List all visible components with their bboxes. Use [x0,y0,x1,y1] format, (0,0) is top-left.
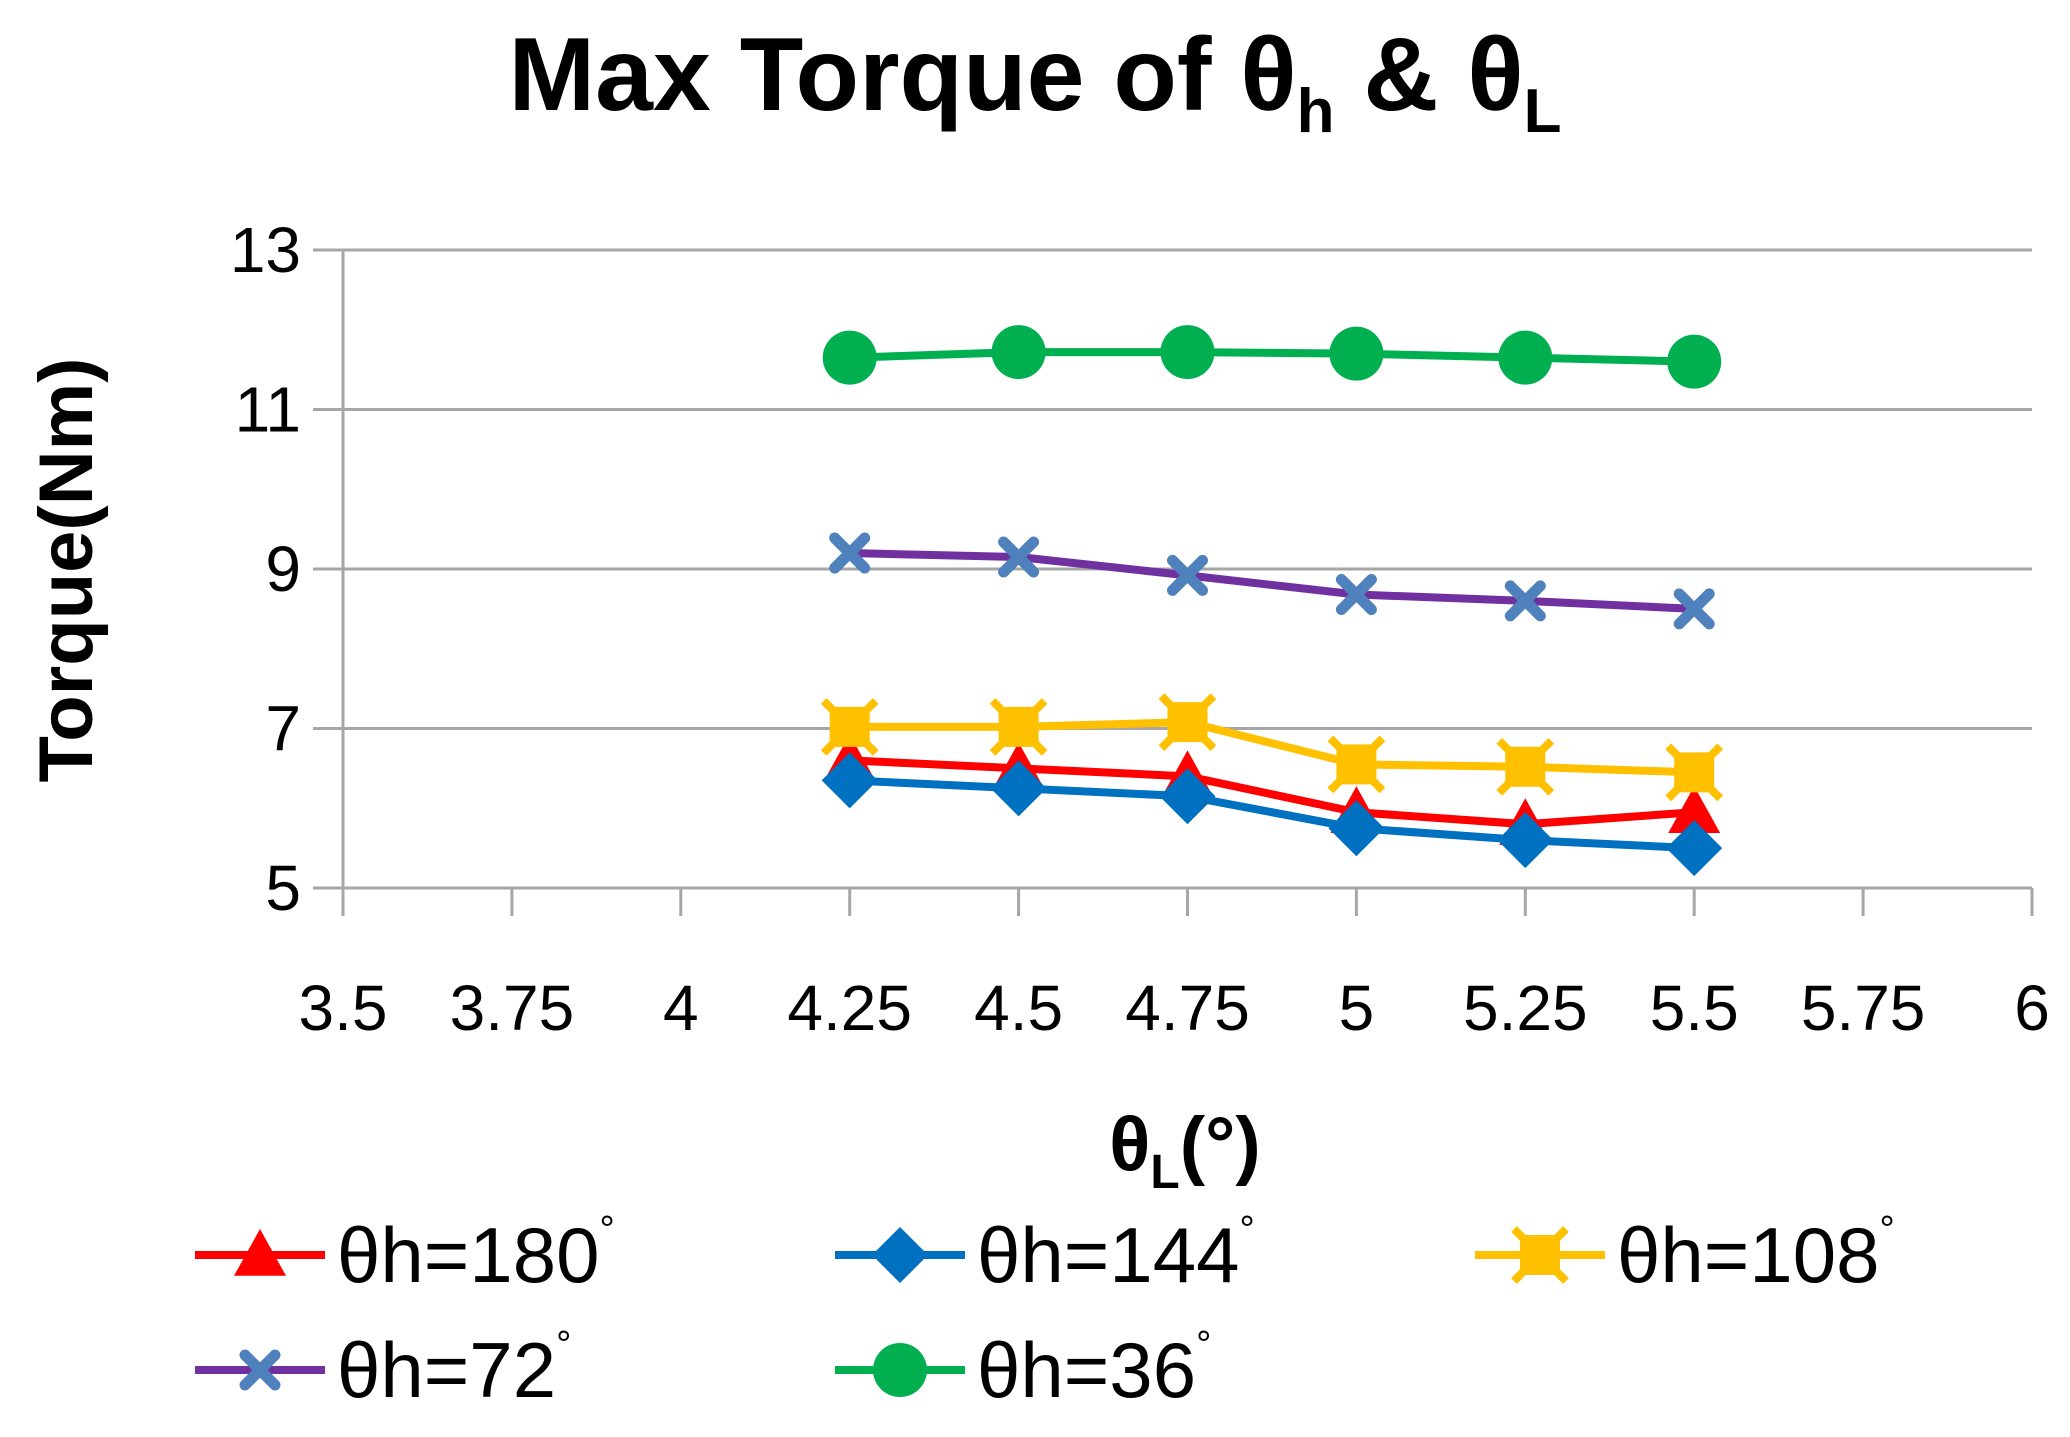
data-point [822,330,877,385]
series-layer [820,325,1724,877]
legend-label-name: θh=36 [977,1326,1196,1414]
data-point [1665,743,1724,802]
y-tick-label: 7 [265,693,301,765]
x-tick-label: 5.25 [1463,972,1588,1044]
series-0 [823,734,1721,845]
legend-item: θh=144° [835,1209,1255,1299]
series-line [849,756,1695,829]
chart-title-prefix: Max Torque of θ [509,17,1297,133]
x-tick-label: 3.75 [450,972,575,1044]
data-point [1666,820,1723,877]
data-point [989,698,1048,756]
legend-label-degree: ° [1239,1209,1254,1251]
data-point [998,536,1040,578]
x-tick-label: 4 [663,972,699,1044]
series-line [849,776,1695,853]
data-point [1327,735,1386,794]
legend-marker [873,1343,927,1397]
legend-label: θh=36° [977,1324,1211,1414]
legend-item: θh=180° [195,1209,615,1299]
series-line [849,718,1695,777]
series-1 [821,752,1723,877]
data-point [1329,326,1384,381]
legend-label-name: θh=108 [1617,1211,1879,1299]
x-tick-label: 4.75 [1125,972,1250,1044]
y-tick-label: 11 [235,374,301,446]
series-line [849,348,1695,366]
data-point [1504,580,1546,622]
axes [341,250,2034,916]
x-tick-label: 3.5 [299,972,388,1044]
data-point [991,325,1046,380]
data-point [820,698,879,756]
data-point [1667,334,1722,389]
legend-item: θh=108° [1475,1209,1895,1299]
x-axis-label-prefix: θ [1109,1102,1150,1187]
series-line [849,549,1695,613]
data-point [1668,786,1721,834]
legend-label-name: θh=72 [337,1326,556,1414]
legend-label-degree: ° [1196,1324,1211,1366]
legend-label: θh=144° [977,1209,1255,1299]
legend-marker [234,1229,286,1276]
chart-title: Max Torque of θh & θL [509,17,1562,146]
legend-label-degree: ° [556,1324,571,1366]
y-tick-label: 13 [230,214,301,286]
series-4 [822,325,1722,389]
x-axis-label-sub: L [1150,1146,1179,1199]
data-point [1328,800,1385,857]
legend-label: θh=108° [1617,1209,1895,1299]
series-2 [820,693,1724,802]
x-tick-label: 6 [2014,972,2050,1044]
data-point [1497,812,1554,869]
tick-labels: 5 7 9 11 13 3.5 3.75 4 4.25 4.5 4.75 5 5.25 5.5 5.75 6 [230,214,2050,1044]
y-tick-label: 9 [265,533,301,605]
legend-label: θh=180° [337,1209,615,1299]
legend-label-degree: ° [1879,1209,1894,1251]
legend-label-name: θh=144 [977,1211,1239,1299]
data-point [1496,737,1555,796]
x-tick-label: 4.25 [787,972,912,1044]
x-axis-label-suffix: (°) [1180,1102,1261,1187]
x-tick-label: 5 [1339,972,1375,1044]
chart-title-sub1: h [1297,77,1335,146]
x-tick-label: 5.5 [1650,972,1739,1044]
y-axis-label: Torque(Nm) [24,358,109,783]
x-axis-label: θL(°) [1109,1102,1260,1199]
data-point [829,532,871,574]
y-tick-label: 5 [265,852,301,924]
chart-title-mid: & θ [1334,17,1523,133]
legend-item: θh=72° [195,1324,571,1414]
legend: θh=180° θh=144° θh=108°θh=72° θh=36° [195,1209,1895,1414]
data-point [821,752,878,809]
legend-label-degree: ° [599,1209,614,1251]
legend-marker [239,1349,281,1391]
data-point [1159,768,1216,825]
chart-title-sub2: L [1524,77,1562,146]
data-point [1158,693,1217,751]
x-tick-label: 4.5 [974,972,1063,1044]
legend-marker [1511,1226,1569,1284]
series-3 [829,532,1715,630]
legend-item: θh=36° [835,1324,1211,1414]
legend-label: θh=72° [337,1324,571,1414]
legend-label-name: θh=180 [337,1211,599,1299]
data-point [990,760,1047,817]
data-point [1673,588,1715,630]
data-point [1335,574,1377,616]
legend-marker [872,1227,928,1283]
data-point [1498,330,1553,385]
x-tick-label: 5.75 [1801,972,1926,1044]
data-point [1160,325,1215,380]
data-point [1167,554,1208,596]
